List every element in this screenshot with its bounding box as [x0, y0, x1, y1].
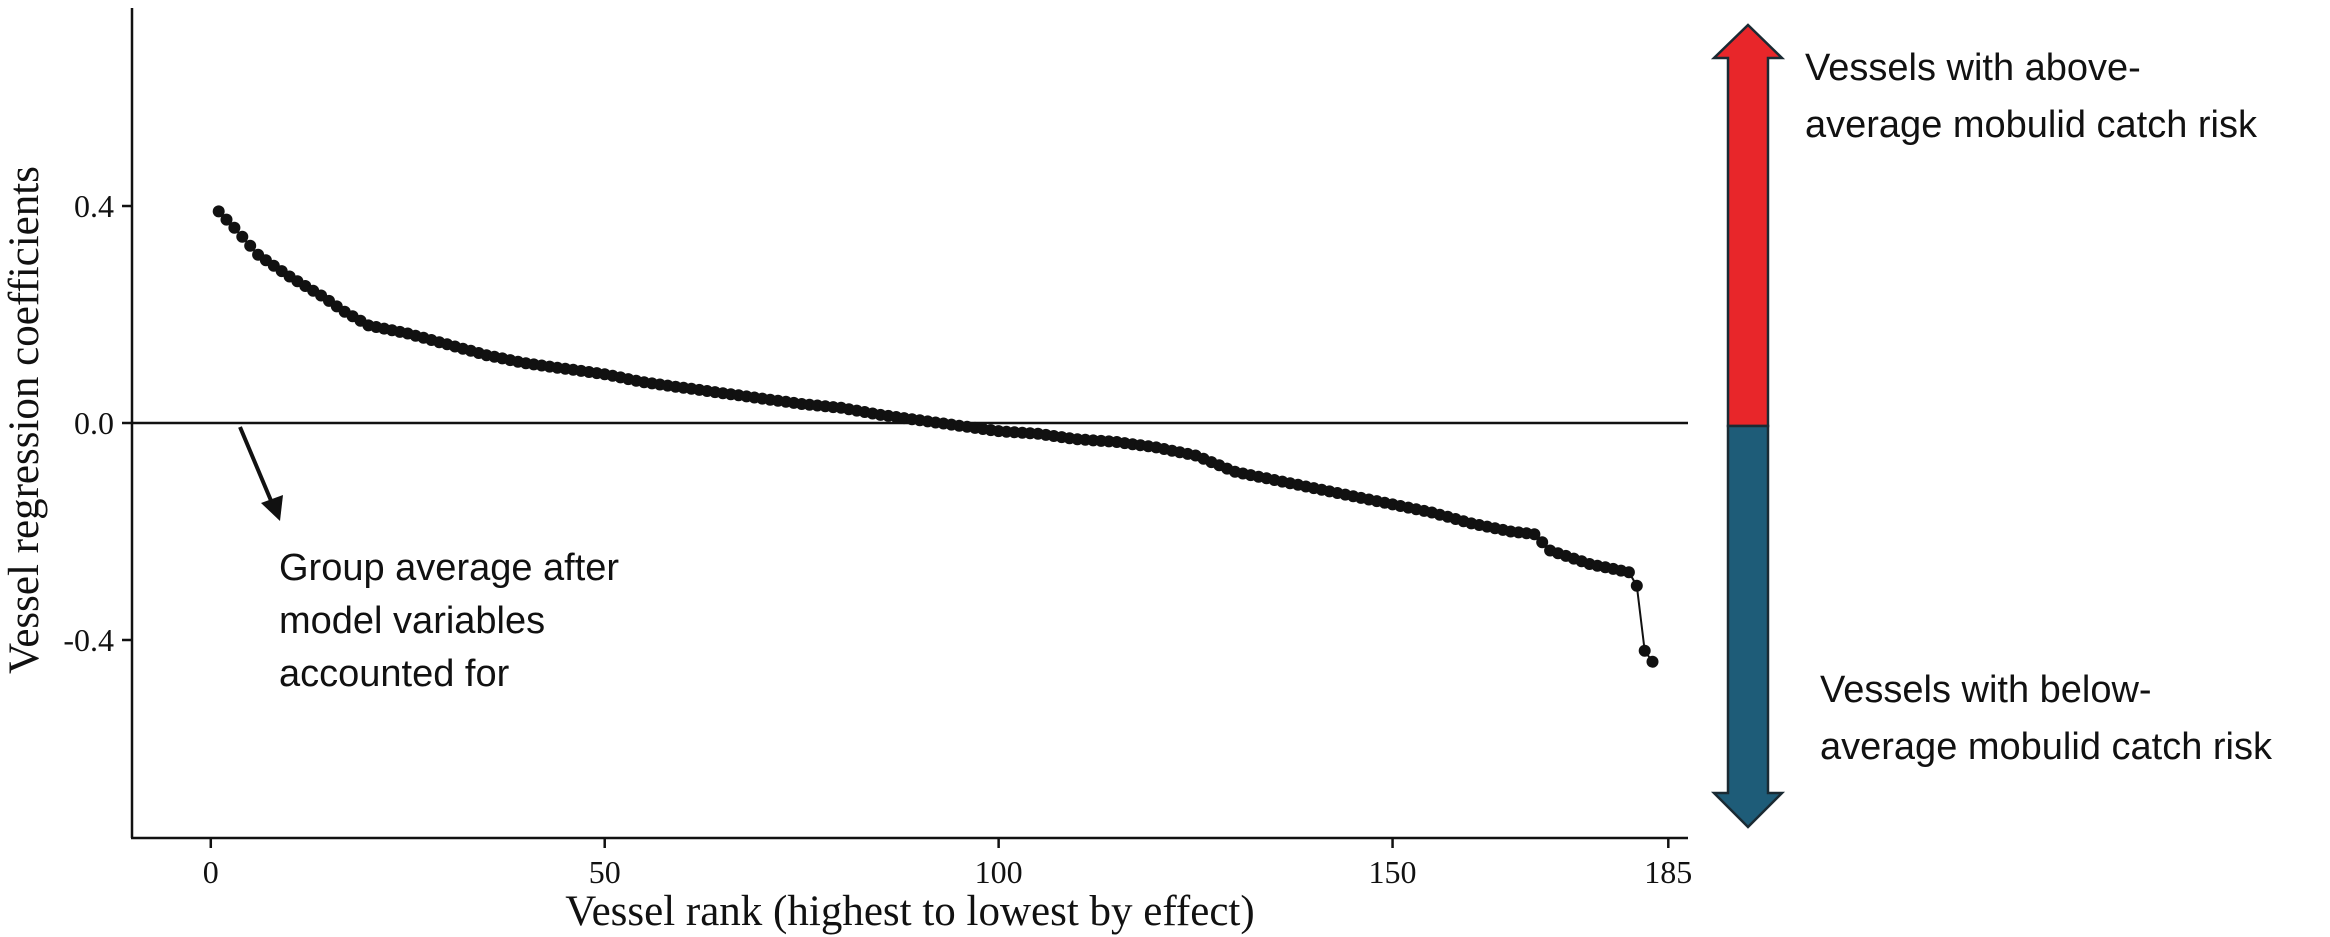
data-point — [1638, 644, 1651, 657]
data-point — [220, 213, 233, 226]
axis-ticks: 0 50 100 150 185 0.4 0.0 -0.4 — [63, 188, 1692, 890]
annotation-line-2: model variables — [279, 600, 545, 642]
y-tick-label: 0.4 — [74, 188, 114, 224]
data-point — [1630, 579, 1643, 592]
data-point — [1528, 528, 1541, 541]
above-label-line-2: average mobulid catch risk — [1805, 104, 2258, 146]
y-tick-label: 0.0 — [74, 405, 114, 441]
y-tick-label: -0.4 — [63, 622, 114, 658]
x-tick-label: 150 — [1369, 854, 1417, 890]
x-tick-label: 0 — [203, 854, 219, 890]
above-average-arrow — [1710, 23, 1786, 428]
annotation-arrow-head — [261, 495, 283, 521]
data-point — [228, 221, 241, 234]
above-average-label: Vessels with above- average mobulid catc… — [1805, 47, 2258, 146]
below-average-arrow — [1710, 424, 1786, 829]
data-point — [244, 239, 257, 252]
group-average-annotation: Group average after model variables acco… — [279, 547, 619, 695]
x-tick-label: 100 — [975, 854, 1023, 890]
data-point — [1536, 536, 1549, 549]
data-point — [1622, 566, 1635, 579]
data-point — [1646, 655, 1659, 668]
above-label-line-1: Vessels with above- — [1805, 47, 2141, 89]
x-tick-label: 50 — [589, 854, 621, 890]
y-axis-label: Vessel regression coefficients — [1, 166, 48, 674]
data-point — [236, 230, 249, 243]
annotation-arrow-shaft — [238, 426, 274, 504]
below-label-line-2: average mobulid catch risk — [1820, 726, 2273, 768]
annotation-line-3: accounted for — [279, 653, 510, 695]
coefficient-points — [212, 205, 1659, 668]
x-tick-label: 185 — [1644, 854, 1692, 890]
x-axis-label: Vessel rank (highest to lowest by effect… — [565, 888, 1254, 935]
below-average-label: Vessels with below- average mobulid catc… — [1820, 669, 2273, 768]
annotation-line-1: Group average after — [279, 547, 619, 589]
coefficient-series-line — [217, 210, 1654, 663]
below-label-line-1: Vessels with below- — [1820, 669, 2152, 711]
data-point — [212, 205, 225, 218]
